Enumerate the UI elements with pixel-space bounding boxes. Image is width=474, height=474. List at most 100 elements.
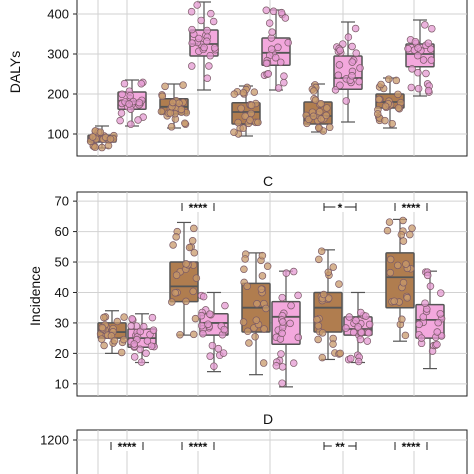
data-point xyxy=(188,39,196,47)
data-point xyxy=(251,333,259,341)
data-point xyxy=(197,311,206,320)
data-point xyxy=(116,116,124,125)
data-point xyxy=(118,90,126,99)
data-point xyxy=(346,354,355,363)
data-point xyxy=(203,37,211,46)
data-point xyxy=(390,297,398,305)
data-point xyxy=(281,14,290,22)
data-point xyxy=(149,326,158,334)
data-point xyxy=(317,247,326,255)
data-point xyxy=(117,348,126,357)
data-point xyxy=(206,352,214,360)
data-point xyxy=(284,38,292,47)
data-point xyxy=(386,255,395,264)
data-point xyxy=(344,33,353,41)
data-point xyxy=(323,104,331,112)
data-point xyxy=(113,317,122,326)
data-point xyxy=(265,19,274,27)
data-point xyxy=(100,313,108,322)
data-point xyxy=(315,255,323,264)
data-point xyxy=(130,353,139,361)
data-point xyxy=(206,310,214,318)
data-point xyxy=(408,65,416,73)
data-point xyxy=(399,278,408,287)
data-point xyxy=(427,56,436,64)
data-point xyxy=(386,268,395,277)
sig-label: **** xyxy=(189,440,208,454)
data-point xyxy=(247,101,256,110)
data-point xyxy=(318,353,327,362)
data-point xyxy=(268,28,276,36)
y-tick-label: 1000 xyxy=(40,473,69,474)
data-point xyxy=(230,90,239,98)
data-point xyxy=(98,323,107,332)
data-point xyxy=(356,335,365,344)
data-point xyxy=(166,109,175,117)
data-point xyxy=(419,56,428,64)
data-point xyxy=(245,339,253,347)
data-point xyxy=(329,263,337,271)
data-point xyxy=(185,243,194,252)
data-point xyxy=(399,216,407,225)
data-point xyxy=(414,84,423,93)
sig-label-bg xyxy=(111,441,143,451)
data-point xyxy=(143,337,152,345)
data-point xyxy=(342,97,350,105)
data-point xyxy=(190,248,199,257)
data-point xyxy=(381,102,390,111)
data-point xyxy=(128,315,136,323)
data-point xyxy=(198,321,206,330)
data-point xyxy=(289,359,298,367)
data-point xyxy=(137,358,146,366)
data-point xyxy=(294,291,302,300)
data-point xyxy=(394,261,402,270)
data-point xyxy=(230,128,238,136)
data-point xyxy=(262,304,270,313)
data-point xyxy=(286,319,294,328)
data-point xyxy=(100,341,108,350)
sig-label-bg xyxy=(395,202,427,212)
sig-label: **** xyxy=(402,440,421,454)
data-point xyxy=(334,71,343,80)
data-point xyxy=(309,112,318,120)
data-point xyxy=(436,310,445,318)
sig-label: **** xyxy=(118,440,137,454)
data-point xyxy=(310,87,318,95)
y-tick-label: 10 xyxy=(55,376,69,391)
y-tick-label: 60 xyxy=(55,224,69,239)
data-point xyxy=(126,91,134,100)
data-point xyxy=(314,322,323,330)
data-point xyxy=(331,86,340,94)
data-point xyxy=(157,107,166,116)
data-point xyxy=(169,98,177,107)
data-point xyxy=(426,282,435,291)
data-point xyxy=(199,292,208,301)
data-point xyxy=(354,357,363,366)
data-point xyxy=(207,9,215,18)
panel-d-title: D xyxy=(263,411,273,427)
data-point xyxy=(192,274,201,282)
data-point xyxy=(120,313,128,321)
data-point xyxy=(219,349,228,357)
sig-label-bg xyxy=(331,441,349,451)
panel-dalys-ylabel: DALYs xyxy=(7,51,23,94)
data-point xyxy=(175,99,183,108)
sig-label-bg xyxy=(335,202,345,212)
data-point xyxy=(428,24,436,33)
data-point xyxy=(158,92,167,101)
data-point xyxy=(351,24,360,33)
y-tick-label: 100 xyxy=(47,127,69,142)
data-point xyxy=(401,331,410,340)
y-tick-label: 30 xyxy=(55,315,69,330)
panel-d-frame xyxy=(76,429,468,474)
data-point xyxy=(364,329,373,337)
data-point xyxy=(277,8,286,17)
data-point xyxy=(314,335,322,344)
data-point xyxy=(267,45,276,53)
data-point xyxy=(406,230,414,239)
data-point xyxy=(362,312,370,320)
data-point xyxy=(197,16,205,25)
data-point xyxy=(356,308,365,317)
data-point xyxy=(169,241,177,249)
